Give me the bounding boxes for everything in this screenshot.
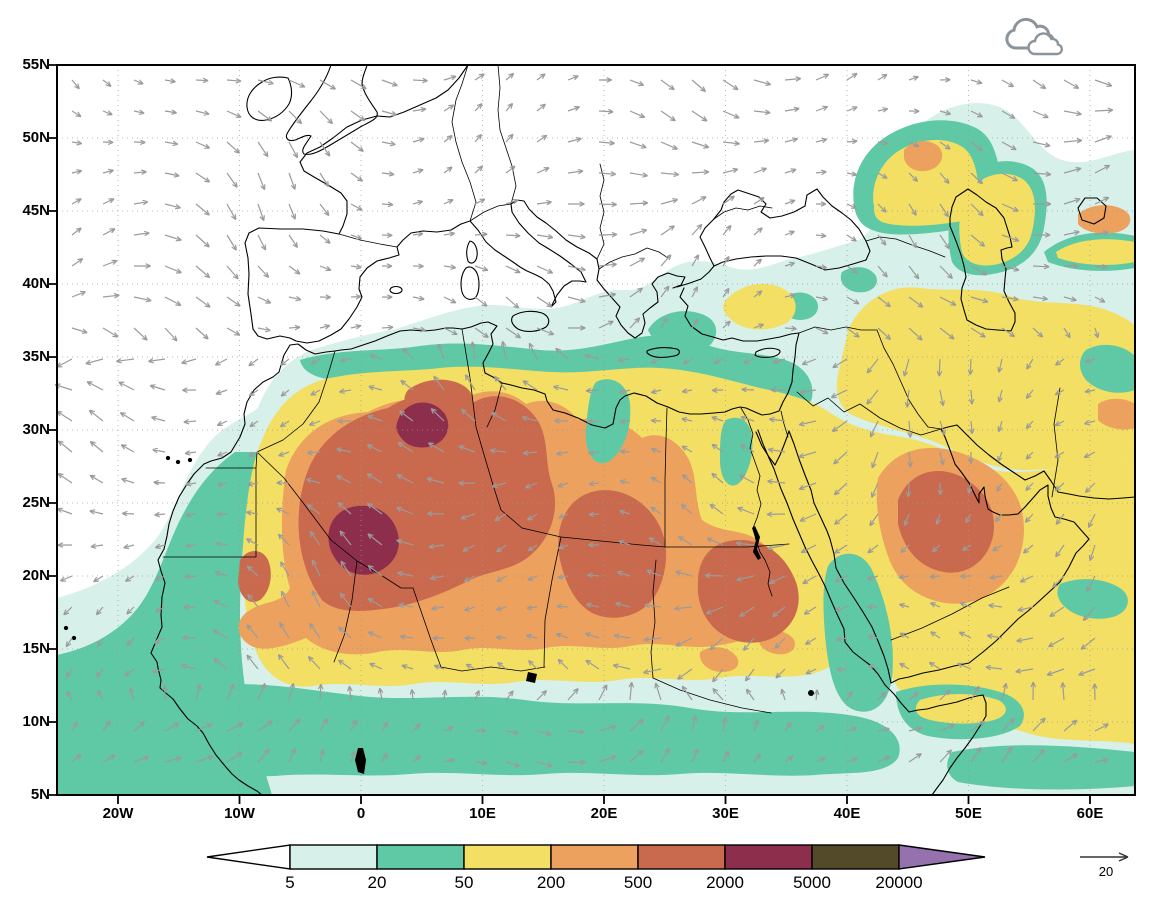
dust-regions-2000 [328,402,449,575]
coastline-aral [1077,197,1107,225]
colorbar-tick-label: 200 [536,873,566,892]
wind-arrows [54,72,1114,768]
lat-axis-label: 15N [22,640,50,657]
lat-axis-label: 10N [22,713,50,730]
colorbar-segment [724,844,813,870]
lat-axis-label: 5N [30,786,50,803]
wind-reference-label: 20 [1098,864,1114,879]
lon-axis-label: 40E [833,805,861,822]
colorbar-tick-label: 50 [454,873,474,892]
lon-axis-label: 0 [356,805,366,822]
island-corsica [466,240,478,264]
island-sardinia [460,266,480,300]
lon-axis-label: 60E [1076,805,1104,822]
islands-west-african [63,625,77,641]
colorbar-tick-label: 20 [367,873,387,892]
coastline-caspian-sea [949,188,1016,332]
colorbar-tick-label: 500 [623,873,653,892]
lat-axis-label: 30N [22,421,50,438]
lon-axis-label: 50E [955,805,982,822]
colorbar-over-triangle [898,844,986,870]
lon-axis-label: 30E [712,805,739,822]
lat-axis-label: 20N [22,567,50,584]
island-sicily [511,310,550,332]
geography-layer [63,64,1136,796]
river-nile [740,407,773,597]
colorbar-segment [376,844,465,870]
country-borders [162,64,1061,714]
wind-reference-arrow [1080,852,1129,862]
island-cyprus [754,347,781,358]
lon-axis-label: 10E [469,805,496,822]
axis-ticks [49,64,1091,804]
colorbar-segment [550,844,639,870]
lon-axis-label: 20E [590,805,618,822]
colorbar-segment [811,844,900,870]
colorbar [206,844,986,870]
colorbar-tick-label: 2000 [706,873,744,892]
graticule-gridlines [57,65,1135,795]
colorbar-tick-label: 20000 [875,873,923,892]
island-mallorca [389,285,403,295]
lakes [355,526,814,774]
coastline-north-africa-levant [150,287,800,796]
lat-axis-label: 40N [22,275,50,292]
coastline-marmara [676,265,715,288]
colorbar-tick-label: 5000 [793,873,831,892]
lat-axis-label: 25N [22,494,50,511]
island-crete [646,347,680,358]
dust-fill-layer [57,102,1135,795]
lat-axis-label: 50N [22,129,50,146]
coastline-black-sea [699,188,871,271]
lat-axis-label: 45N [22,202,50,219]
colorbar-segment [463,844,552,870]
coastline-great-britain [285,64,378,155]
lat-axis-label: 55N [22,56,50,73]
lat-axis-label: 35N [22,348,50,365]
colorbar-tick-label: 5 [285,873,295,892]
coastline-arabia-gulf-iran [788,424,1136,684]
coastline-europe [244,64,686,344]
coastline-sinai [755,430,790,466]
lon-axis-label: 20W [102,805,134,822]
lon-axis-label: 10W [224,805,255,822]
seevccc-cloud-icon [1005,17,1063,56]
dust-pocket-horn-yellow [915,694,1006,724]
islands-canary [165,455,193,465]
dust-pockets-20 [585,344,1135,790]
colorbar-segment [289,844,378,870]
colorbar-segment [637,844,726,870]
coastline-red-sea-africa-somalia [757,429,987,796]
